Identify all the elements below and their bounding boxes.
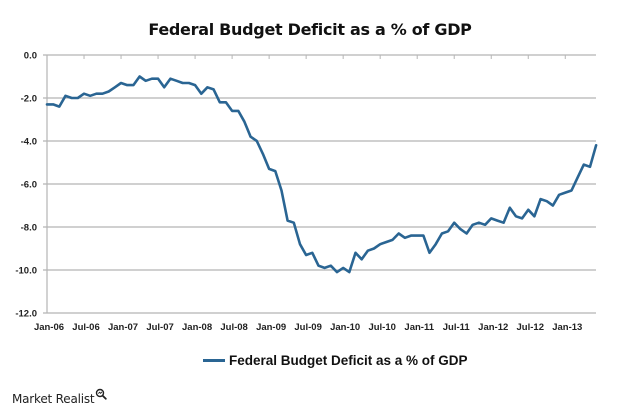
legend-swatch	[203, 359, 225, 362]
y-tick-label: -4.0	[21, 137, 37, 148]
y-tick-label: -6.0	[21, 180, 37, 191]
gridlines	[43, 54, 596, 314]
x-tick-label: Jan-10	[330, 322, 360, 333]
y-tick-label: -8.0	[21, 223, 37, 234]
y-tick-label: -2.0	[21, 94, 37, 105]
x-tick-label: Jan-06	[34, 322, 64, 333]
x-tick-label: Jan-13	[552, 322, 582, 333]
x-tick-label: Jan-12	[478, 322, 508, 333]
legend: Federal Budget Deficit as a % of GDP	[203, 353, 468, 368]
x-tick-label: Jul-08	[220, 322, 247, 333]
brand-name: Market Realist	[12, 392, 95, 406]
brand-logo: Market Realist	[12, 388, 108, 406]
x-tick-label: Jul-10	[368, 322, 395, 333]
x-tick-label: Jan-09	[256, 322, 286, 333]
x-axis: Jan-06 Jul-06 Jan-07 Jul-07 Jan-08 Jul-08 Jan-…	[34, 55, 582, 333]
x-tick-label: Jan-11	[404, 322, 434, 333]
y-tick-label: -12.0	[15, 309, 37, 320]
x-tick-label: Jan-07	[108, 322, 138, 333]
x-tick-label: Jul-11	[443, 322, 471, 333]
x-tick-label: Jul-09	[294, 322, 321, 333]
x-tick-label: Jan-08	[182, 322, 212, 333]
series-layer	[45, 75, 598, 274]
x-tick-label: Jul-12	[517, 322, 544, 333]
x-tick-label: Jul-06	[72, 322, 99, 333]
y-axis: 0.0 -2.0 -4.0 -6.0 -8.0 -10.0 -12.0	[15, 51, 48, 320]
x-tick-label: Jul-07	[146, 322, 173, 333]
series-line	[45, 75, 598, 274]
y-tick-label: -10.0	[15, 266, 37, 277]
magnifier-icon	[96, 388, 108, 400]
y-tick-label: 0.0	[24, 51, 37, 62]
legend-label: Federal Budget Deficit as a % of GDP	[229, 353, 468, 368]
chart-title: Federal Budget Deficit as a % of GDP	[148, 20, 472, 39]
